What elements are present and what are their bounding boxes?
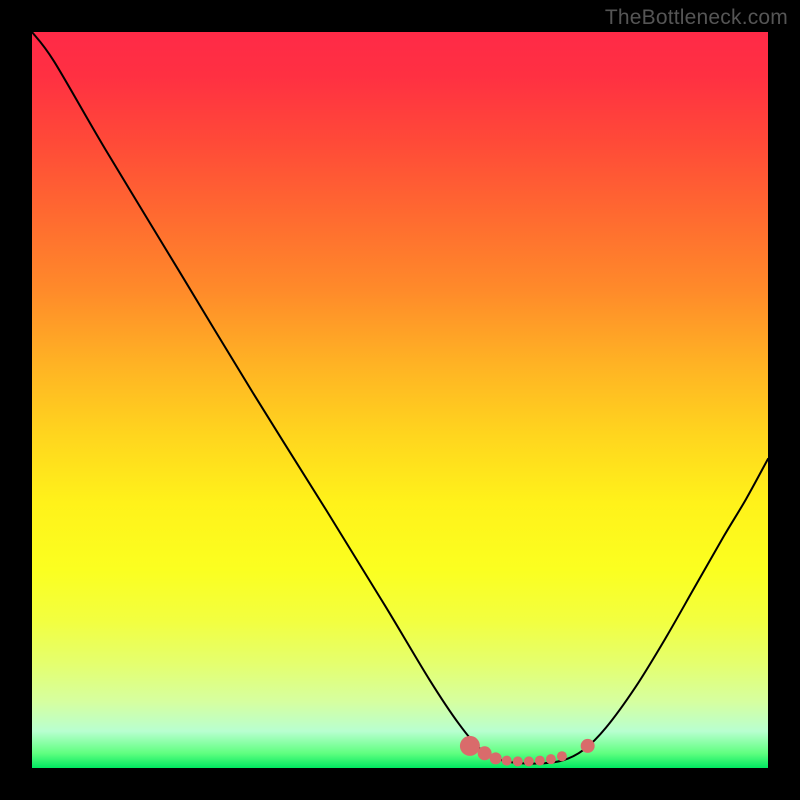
watermark-text: TheBottleneck.com bbox=[605, 6, 788, 30]
marker-point bbox=[535, 756, 545, 766]
marker-point bbox=[524, 756, 534, 766]
marker-point bbox=[513, 756, 523, 766]
chart-container: TheBottleneck.com bbox=[0, 0, 800, 800]
bottleneck-chart bbox=[0, 0, 800, 800]
marker-point bbox=[478, 746, 492, 760]
marker-point bbox=[490, 752, 502, 764]
marker-point bbox=[557, 751, 567, 761]
marker-point bbox=[460, 736, 480, 756]
marker-point bbox=[502, 756, 512, 766]
marker-point bbox=[546, 754, 556, 764]
marker-point bbox=[581, 739, 595, 753]
chart-gradient-bg bbox=[32, 32, 768, 768]
